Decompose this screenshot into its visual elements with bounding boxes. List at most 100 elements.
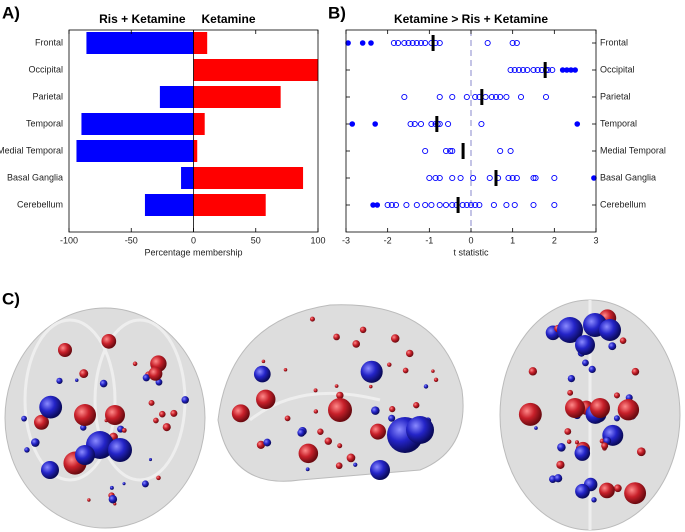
point [442,147,450,155]
sphere [297,428,306,437]
point [413,39,420,47]
y-tick-label: Medial Temporal [600,145,666,155]
sphere [108,495,118,504]
point [436,174,443,182]
sphere [360,360,383,383]
sphere [75,378,79,383]
sphere [328,398,352,422]
sphere [575,483,590,499]
point [428,120,435,128]
point-significant [574,121,581,127]
sphere [99,379,108,388]
bar [193,194,266,216]
point [482,93,489,101]
sphere [631,367,640,376]
bar [159,86,194,108]
y-tick-label: Basal Ganglia [7,172,63,182]
mean-bar [543,62,547,78]
bar [193,86,281,108]
sphere [554,474,563,483]
point [457,174,464,182]
point-significant [359,40,366,46]
y-tick-label: Frontal [600,37,628,47]
sphere [335,462,343,470]
point [409,39,416,47]
bar [193,32,208,54]
sphere [431,369,435,373]
point [405,39,412,47]
sphere [153,417,159,424]
point [449,201,456,209]
mean-bar [480,89,484,105]
sphere [283,367,288,372]
sphere [371,406,380,415]
x-tick-label: 0 [191,235,196,245]
point [395,39,402,47]
sphere [566,439,572,444]
sphere [148,366,163,381]
point [401,39,408,47]
y-tick-label: Cerebellum [17,199,63,209]
x-tick-label: -50 [125,235,138,245]
sphere [599,319,621,341]
point [534,66,541,74]
point [492,93,500,101]
point [436,39,443,47]
sphere [253,365,271,383]
point [428,201,435,209]
point [513,174,520,182]
point [388,201,395,209]
point [403,201,410,209]
sphere [574,440,580,445]
y-tick-label: Temporal [600,118,637,128]
y-tick-label: Parietal [600,91,631,101]
legend-label: Ketamine [202,12,256,26]
y-tick-label: Medial Temporal [0,145,63,155]
sphere [142,374,150,382]
sphere [389,406,396,413]
sphere [41,461,59,479]
point [488,93,495,101]
legend-label: Ris + Ketamine [99,12,186,26]
point-significant [345,40,351,46]
y-tick-label: Frontal [35,37,63,47]
point [497,147,504,155]
sphere [305,467,310,472]
point [392,201,400,209]
sphere [31,438,40,447]
sphere [556,460,565,469]
sphere [263,438,272,447]
point [530,174,537,182]
sphere [613,392,621,399]
bar [193,113,205,135]
x-tick-label: 3 [593,235,598,245]
point [463,93,470,101]
sphere [284,415,291,422]
sphere [352,340,361,348]
sphere [591,497,597,503]
sphere [574,445,591,461]
sphere [336,391,344,400]
point [447,147,454,155]
x-tick-label: 100 [310,235,325,245]
point [459,201,466,209]
point [509,39,516,47]
x-tick-label: -100 [60,235,78,245]
point [449,174,456,182]
x-axis-label: t statistic [453,247,489,257]
sphere [617,399,640,421]
x-tick-label: 0 [468,235,473,245]
sphere [122,482,126,486]
point [470,174,477,182]
sphere [21,415,27,422]
sphere [619,337,627,344]
sphere [433,377,439,383]
sphere [337,443,343,449]
point-significant [568,67,574,73]
bar [193,140,198,162]
point-significant [349,121,356,127]
sphere [181,396,189,404]
point [503,201,510,209]
point-significant [372,121,378,127]
